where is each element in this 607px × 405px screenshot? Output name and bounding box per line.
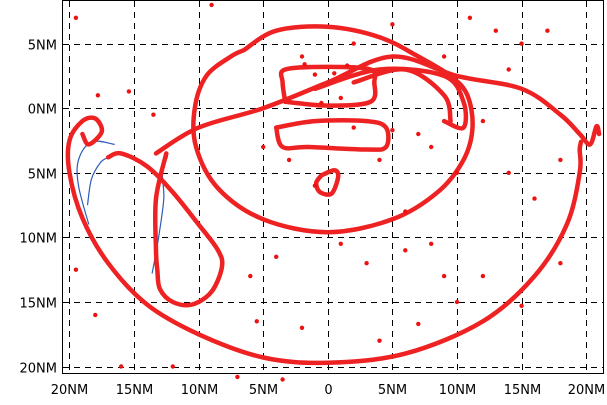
y-tick-label: 15NM (20, 297, 57, 312)
blue-track-line (76, 140, 115, 225)
scatter-point (302, 62, 307, 67)
scatter-point (332, 71, 337, 76)
scatter-point (480, 273, 486, 279)
scatter-point (93, 312, 98, 318)
scatter-point (429, 241, 434, 246)
scatter-point (126, 89, 132, 94)
scatter-point (454, 170, 460, 175)
scatter-point (351, 125, 356, 130)
scatter-point (416, 131, 421, 137)
scatter-point (441, 273, 447, 279)
scatter-point (151, 112, 156, 117)
red-track-line (65, 115, 584, 366)
blue-track-line (86, 156, 109, 206)
red-track-line (273, 118, 391, 152)
scatter-point (299, 54, 305, 59)
y-tick-label: 5NM (28, 168, 57, 183)
scatter-point (429, 144, 434, 150)
scatter-point (480, 118, 486, 124)
x-tick-label: 0 (324, 383, 332, 398)
y-tick-label: 5NM (28, 39, 57, 54)
scatter-point (170, 364, 175, 369)
scatter-point (416, 321, 421, 327)
x-tick-label: 15NM (116, 383, 153, 398)
scatter-point (95, 93, 101, 98)
red-track-line (313, 167, 341, 197)
scatter-point (441, 54, 447, 59)
scatter-point (558, 157, 563, 163)
scatter-point (338, 241, 343, 246)
scatter-point (519, 41, 524, 46)
scatter-point (532, 196, 537, 201)
scatter-point (312, 183, 318, 188)
scatter-point (235, 374, 240, 380)
scatter-point (519, 303, 524, 308)
scatter-point (248, 273, 253, 279)
scatter-point (403, 248, 408, 253)
x-tick-label: 15NM (504, 383, 541, 398)
scatter-point (319, 100, 324, 106)
red-track-line (105, 150, 225, 308)
y-tick-label: 10NM (20, 232, 57, 247)
grid-layer (63, 1, 603, 373)
red-track-line (191, 24, 475, 235)
scatter-point (274, 254, 279, 259)
data-layer (65, 2, 602, 382)
scatter-point (73, 15, 79, 20)
scatter-point (377, 157, 382, 163)
scatter-point (312, 72, 318, 77)
x-tick-label: 10NM (181, 383, 218, 398)
x-tick-label: 20NM (51, 383, 88, 398)
scatter-point (390, 128, 395, 133)
scatter-point (364, 261, 369, 266)
x-tick-label: 20NM (568, 383, 605, 398)
scatter-point (345, 63, 350, 68)
scatter-point (280, 377, 285, 382)
scatter-point (403, 209, 408, 214)
scatter-point (299, 325, 305, 330)
scatter-point (558, 261, 563, 266)
scatter-point (467, 15, 473, 20)
x-tick-label: 5NM (378, 383, 407, 398)
plot-frame (62, 0, 604, 374)
scatter-point (209, 2, 214, 8)
scatter-point (254, 319, 259, 324)
axis-layer: 20NM 15NM 10NM 5NM 0 5NM 10NM 15NM 20NM 5NM 0NM 5NM… (20, 39, 606, 399)
scatter-point (261, 144, 266, 150)
scatter-point (73, 267, 79, 272)
scatter-point (390, 22, 395, 27)
scatter-point (545, 28, 550, 33)
scatter-point (506, 67, 511, 72)
scatter-point (286, 157, 292, 163)
red-track-line (153, 54, 602, 156)
scatter-point (454, 299, 460, 305)
red-track-line (312, 66, 469, 131)
x-tick-label: 10NM (439, 383, 476, 398)
y-tick-label: 0NM (28, 103, 57, 118)
scatter-point (493, 28, 498, 33)
scatter-point (338, 95, 343, 101)
scatter-point (351, 41, 356, 46)
y-tick-label: 20NM (20, 362, 57, 377)
x-tick-label: 5NM (249, 383, 278, 398)
scatter-point (118, 364, 124, 369)
scatter-point (377, 338, 382, 343)
scatter-point (506, 170, 511, 175)
red-track-line (351, 67, 453, 124)
